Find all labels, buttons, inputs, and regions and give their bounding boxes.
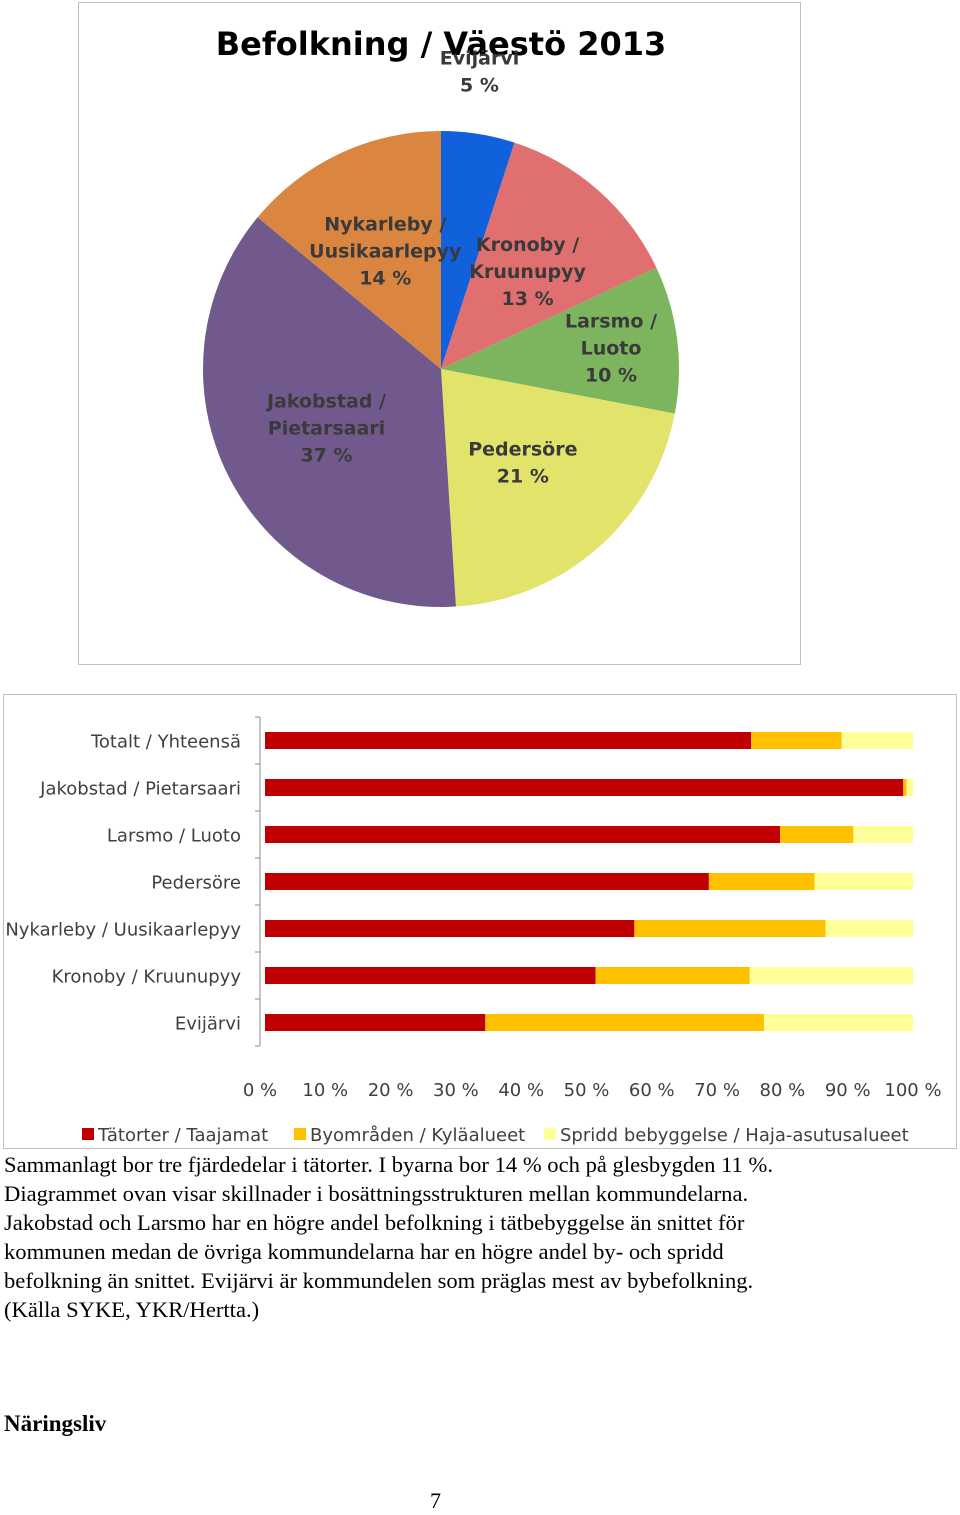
bar-segment: [780, 826, 854, 843]
category-label: Larsmo / Luoto: [107, 826, 241, 847]
bar-segment: [485, 1014, 764, 1031]
x-tick-label: 20 %: [368, 1080, 414, 1101]
bar-segment: [265, 732, 751, 749]
legend-label: Spridd bebyggelse / Haja-asutusalueet: [560, 1125, 909, 1146]
x-tick-label: 100 %: [884, 1080, 941, 1101]
pie-slice-label: Nykarleby / Uusikaarlepyy 14 %: [309, 214, 462, 290]
pie-chart: Befolkning / Väestö 2013 Evijärvi 5 % Kron…: [202, 25, 679, 607]
caption-line: befolkning än snittet. Evijärvi är kommu…: [4, 1268, 754, 1293]
x-tick-label: 80 %: [760, 1080, 806, 1101]
bar-segment: [853, 826, 913, 843]
x-tick-label: 10 %: [302, 1080, 348, 1101]
page-number: 7: [430, 1488, 441, 1513]
bar-segment: [825, 920, 913, 937]
bar-segment: [708, 873, 815, 890]
pie-slice-label: Jakobstad / Pietarsaari 37 %: [265, 390, 386, 466]
pie-slice: [441, 369, 675, 607]
bar-segment: [841, 732, 913, 749]
category-label: Evijärvi: [175, 1014, 241, 1035]
bar-segment: [749, 967, 913, 984]
x-tick-label: 70 %: [694, 1080, 740, 1101]
pie-slice: [441, 142, 657, 369]
legend-swatch: [294, 1128, 306, 1140]
pie-slice: [202, 217, 456, 607]
legend-swatch: [544, 1128, 556, 1140]
bar-segment: [265, 826, 781, 843]
bar-segment: [763, 1014, 913, 1031]
caption-line: Jakobstad och Larsmo har en högre andel …: [4, 1210, 745, 1235]
legend-label: Byområden / Kyläalueet: [310, 1125, 525, 1146]
bar-segment: [265, 779, 904, 796]
pie-slice-label: Kronoby / Kruunupyy 13 %: [469, 234, 586, 310]
x-tick-label: 0 %: [243, 1080, 277, 1101]
bar-chart-frame: Totalt / Yhteensä Jakobstad / Pietarsaari…: [3, 694, 957, 1149]
bar-segment: [751, 732, 842, 749]
pie-chart-title: Befolkning / Väestö 2013: [216, 25, 667, 63]
category-label: Totalt / Yhteensä: [90, 732, 241, 753]
pie-chart-frame: Befolkning / Väestö 2013 Evijärvi 5 % Kron…: [78, 2, 801, 665]
x-tick-label: 40 %: [498, 1080, 544, 1101]
category-label: Pedersöre: [151, 873, 241, 894]
legend-label: Tätorter / Taajamat: [97, 1125, 268, 1146]
pie-slice-label: Larsmo / Luoto 10 %: [565, 311, 657, 387]
pie-slice: [441, 267, 679, 414]
caption-line: Diagrammet ovan visar skillnader i bosät…: [4, 1181, 749, 1206]
x-tick-label: 50 %: [564, 1080, 610, 1101]
caption-line: kommunen medan de övriga kommundelarna h…: [4, 1239, 724, 1264]
pie-slice: [257, 131, 441, 369]
x-tick-label: 30 %: [433, 1080, 479, 1101]
pie-slice-label: Pedersöre 21 %: [468, 438, 577, 487]
bar-segment: [903, 779, 907, 796]
bar-segment: [265, 920, 635, 937]
x-tick-label: 90 %: [825, 1080, 871, 1101]
stacked-bar-chart: Totalt / Yhteensä Jakobstad / Pietarsaari…: [5, 716, 942, 1146]
bar-segment: [814, 873, 913, 890]
bar-segment: [906, 779, 913, 796]
caption-line: Sammanlagt bor tre fjärdedelar i tätorte…: [4, 1152, 773, 1177]
x-tick-label: 60 %: [629, 1080, 675, 1101]
pie-slice-label: Evijärvi 5 %: [440, 48, 519, 97]
section-heading: Näringsliv: [4, 1411, 107, 1436]
caption-text: Sammanlagt bor tre fjärdedelar i tätorte…: [4, 1150, 954, 1324]
category-label: Nykarleby / Uusikaarlepyy: [5, 920, 241, 941]
bar-segment: [595, 967, 750, 984]
category-label: Jakobstad / Pietarsaari: [39, 779, 241, 800]
bar-segment: [265, 967, 596, 984]
caption-line: (Källa SYKE, YKR/Hertta.): [4, 1297, 260, 1322]
legend-swatch: [82, 1128, 94, 1140]
pie-slice: [441, 131, 515, 369]
bar-segment: [634, 920, 826, 937]
bar-segment: [265, 873, 709, 890]
category-label: Kronoby / Kruunupyy: [52, 967, 242, 988]
bar-segment: [265, 1014, 486, 1031]
